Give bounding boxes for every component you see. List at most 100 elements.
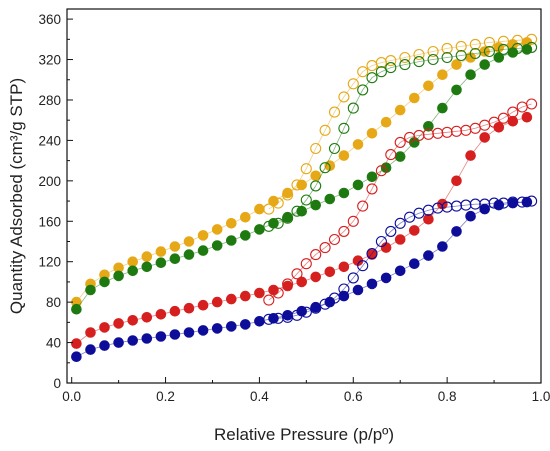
adsorption-point [226,321,237,332]
adsorption-point [408,92,420,104]
adsorption-point [394,234,406,245]
desorption-point [338,225,350,237]
desorption-point [263,203,275,215]
adsorption-point [183,302,195,314]
desorption-point [338,283,350,295]
adsorption-point [183,327,195,338]
desorption-point [511,34,524,46]
adsorption-point [141,251,153,262]
adsorption-point [423,80,434,92]
y-tick-label: 160 [38,214,61,229]
x-axis-ticks: 0.0 0.2 0.4 0.6 0.8 1.0 [62,377,550,404]
series-line [268,47,532,227]
desorption-point [427,53,439,66]
desorption-point [263,294,275,306]
y-tick-label: 240 [38,133,61,148]
adsorption-point [507,115,519,127]
desorption-point [497,112,510,124]
x-tick-label: 0.6 [344,389,363,404]
adsorption-point [352,179,364,191]
adsorption-point [254,287,265,299]
desorption-point [375,165,387,177]
desorption-point [526,195,538,207]
adsorption-point [85,344,96,355]
axes [66,8,542,384]
adsorption-point [99,322,110,333]
desorption-point [375,57,387,69]
adsorption-point [183,249,195,260]
adsorption-point [366,171,378,183]
desorption-point [272,287,284,299]
desorption-point [310,302,322,314]
adsorption-point [183,236,195,247]
desorption-point [328,233,341,246]
desorption-point [404,131,416,143]
y-tick-label: 200 [38,174,61,189]
desorption-point [422,204,434,216]
x-tick-label: 0.0 [62,389,81,404]
series-7-desorption [263,195,538,325]
desorption-point [357,66,369,78]
desorption-point [291,205,303,217]
adsorption-point [197,230,209,241]
adsorption-point [226,218,237,229]
adsorption-point [423,121,434,132]
adsorption-point [169,253,181,265]
adsorption-point [155,308,167,320]
desorption-point [413,129,425,141]
desorption-point [516,196,528,208]
desorption-point [399,59,411,71]
adsorption-point [296,276,308,288]
adsorption-point [211,224,223,235]
series-2-adsorption [71,44,533,315]
desorption-point [441,42,453,54]
desorption-point [328,142,341,155]
desorption-point [347,272,359,284]
x-tick-label: 0.8 [438,389,457,404]
y-tick-label: 0 [53,376,61,391]
desorption-point [282,311,294,323]
desorption-point [282,212,294,224]
desorption-point [357,260,369,272]
desorption-point [319,298,331,310]
desorption-point [300,258,312,270]
adsorption-point [324,193,336,205]
adsorption-point [240,290,251,302]
adsorption-point [423,213,434,225]
desorption-point [469,198,481,210]
adsorption-point [352,139,364,150]
adsorption-point [169,241,181,252]
x-tick-label: 0.2 [156,389,175,404]
adsorption-point [254,315,265,327]
adsorption-point [211,240,223,251]
desorption-point [526,98,538,110]
adsorption-point [310,199,322,211]
desorption-point [460,124,472,136]
adsorption-point [394,151,406,162]
y-tick-label: 280 [38,93,61,108]
desorption-point [319,124,331,136]
adsorption-point [211,323,223,334]
desorption-point [455,40,467,52]
adsorption-point [310,271,322,283]
adsorption-point [99,340,110,351]
y-tick-label: 120 [38,255,61,270]
adsorption-point [408,258,420,270]
adsorption-point [380,272,392,284]
adsorption-point [338,261,350,273]
adsorption-point [408,225,420,236]
desorption-point [263,313,275,325]
adsorption-point [451,226,462,237]
adsorption-point [113,318,124,329]
adsorption-point [197,325,209,336]
desorption-point [357,200,369,212]
adsorption-point [394,265,406,277]
adsorption-point [451,84,462,96]
adsorption-point [141,261,153,273]
y-axis-title: Quantity Adsorbed (cm³/g STP) [7,78,26,314]
desorption-point [450,200,463,212]
x-tick-label: 0.4 [250,389,269,404]
desorption-point [394,217,406,229]
desorption-point [479,198,491,210]
adsorption-point [99,276,110,288]
